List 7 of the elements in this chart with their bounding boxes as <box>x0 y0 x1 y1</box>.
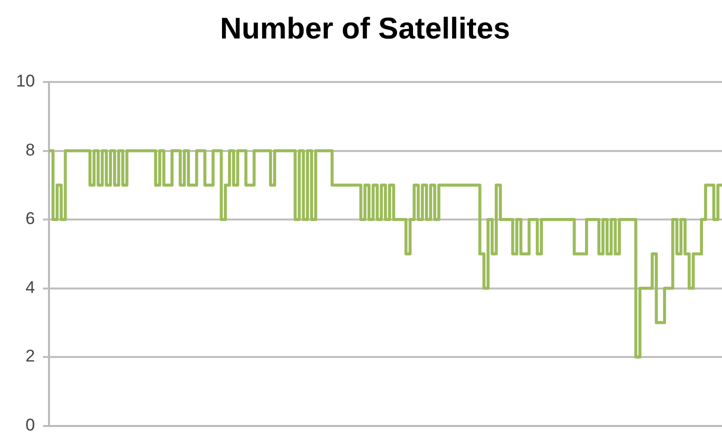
y-tick-label: 2 <box>25 346 35 366</box>
y-tick-label: 0 <box>25 415 35 434</box>
y-tick-label: 4 <box>25 278 35 297</box>
y-tick-label: 10 <box>16 72 35 91</box>
y-tick-label: 6 <box>25 209 35 228</box>
chart-title: Number of Satellites <box>220 12 510 46</box>
y-tick-label: 8 <box>25 140 35 160</box>
